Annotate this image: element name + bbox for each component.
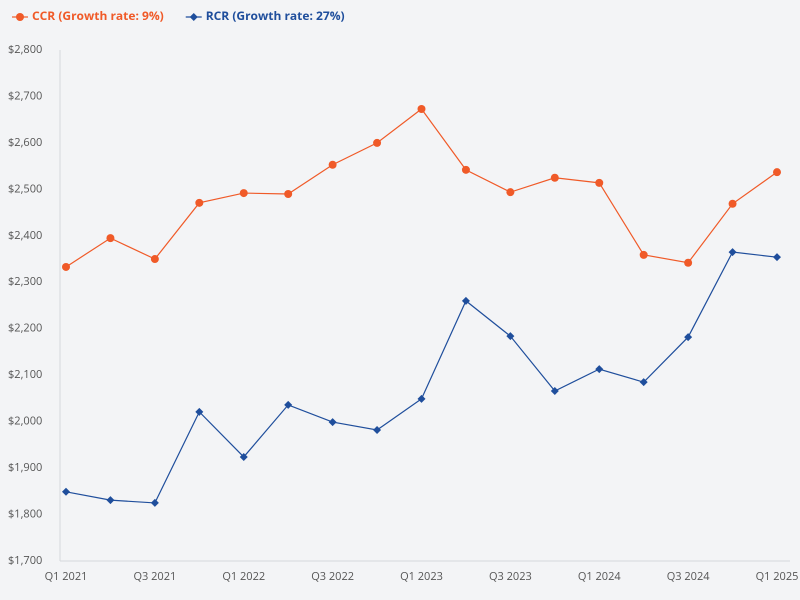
point (728, 199, 737, 208)
point (328, 160, 337, 169)
y-tick-label: $2,600 (8, 135, 42, 150)
x-tick-label: Q1 2022 (222, 569, 265, 584)
point (506, 332, 515, 341)
point (684, 333, 693, 342)
point (106, 234, 115, 243)
legend-text: RCR (Growth rate: 27%) (206, 7, 345, 24)
point (150, 498, 159, 507)
legend-marker (189, 13, 198, 21)
y-tick-label: $2,300 (8, 274, 42, 289)
x-tick-label: Q1 2023 (400, 569, 443, 584)
point (195, 407, 204, 416)
point (461, 165, 470, 174)
point (550, 173, 559, 182)
y-tick-label: $2,800 (8, 42, 42, 57)
legend-text: CCR (Growth rate: 9%) (32, 7, 164, 24)
point (550, 386, 559, 395)
y-tick-label: $2,500 (8, 181, 42, 196)
point (773, 253, 781, 262)
point (373, 138, 382, 147)
point (595, 365, 604, 374)
x-tick-label: Q3 2021 (133, 569, 176, 584)
point (773, 168, 781, 177)
y-tick-label: $2,400 (8, 228, 42, 243)
series-line (65, 108, 778, 268)
y-tick-label: $1,700 (8, 553, 42, 568)
point (284, 190, 293, 199)
x-tick-label: Q1 2024 (578, 569, 622, 584)
point (417, 104, 426, 113)
x-tick-label: Q3 2024 (667, 569, 711, 584)
point (328, 418, 337, 427)
point (417, 394, 426, 403)
x-tick-label: Q3 2023 (489, 569, 532, 584)
y-tick-label: $2,200 (8, 321, 42, 336)
legend-marker (16, 13, 24, 21)
point (595, 178, 604, 187)
y-tick-label: $2,100 (8, 367, 42, 382)
point (62, 262, 70, 271)
point (506, 188, 515, 197)
point (195, 198, 204, 207)
point (684, 258, 693, 267)
point (62, 487, 70, 496)
series-line (65, 251, 778, 504)
point (461, 296, 470, 305)
x-tick-label: Q1 2025 (756, 569, 799, 584)
y-tick-label: $2,700 (8, 88, 42, 103)
y-tick-label: $2,000 (8, 414, 42, 429)
point (373, 425, 382, 434)
point (728, 248, 737, 257)
point (239, 189, 248, 198)
y-tick-label: $1,800 (8, 506, 42, 521)
point (639, 250, 648, 259)
y-tick-label: $1,900 (8, 460, 42, 475)
legend-item: CCR (Growth rate: 9%) (12, 7, 164, 24)
x-tick-label: Q1 2021 (45, 569, 88, 584)
x-tick-label: Q3 2022 (311, 569, 354, 584)
point (284, 400, 293, 409)
point (239, 452, 248, 461)
point (106, 496, 115, 505)
point (639, 378, 648, 387)
point (150, 255, 159, 264)
legend-item: RCR (Growth rate: 27%) (185, 7, 345, 24)
